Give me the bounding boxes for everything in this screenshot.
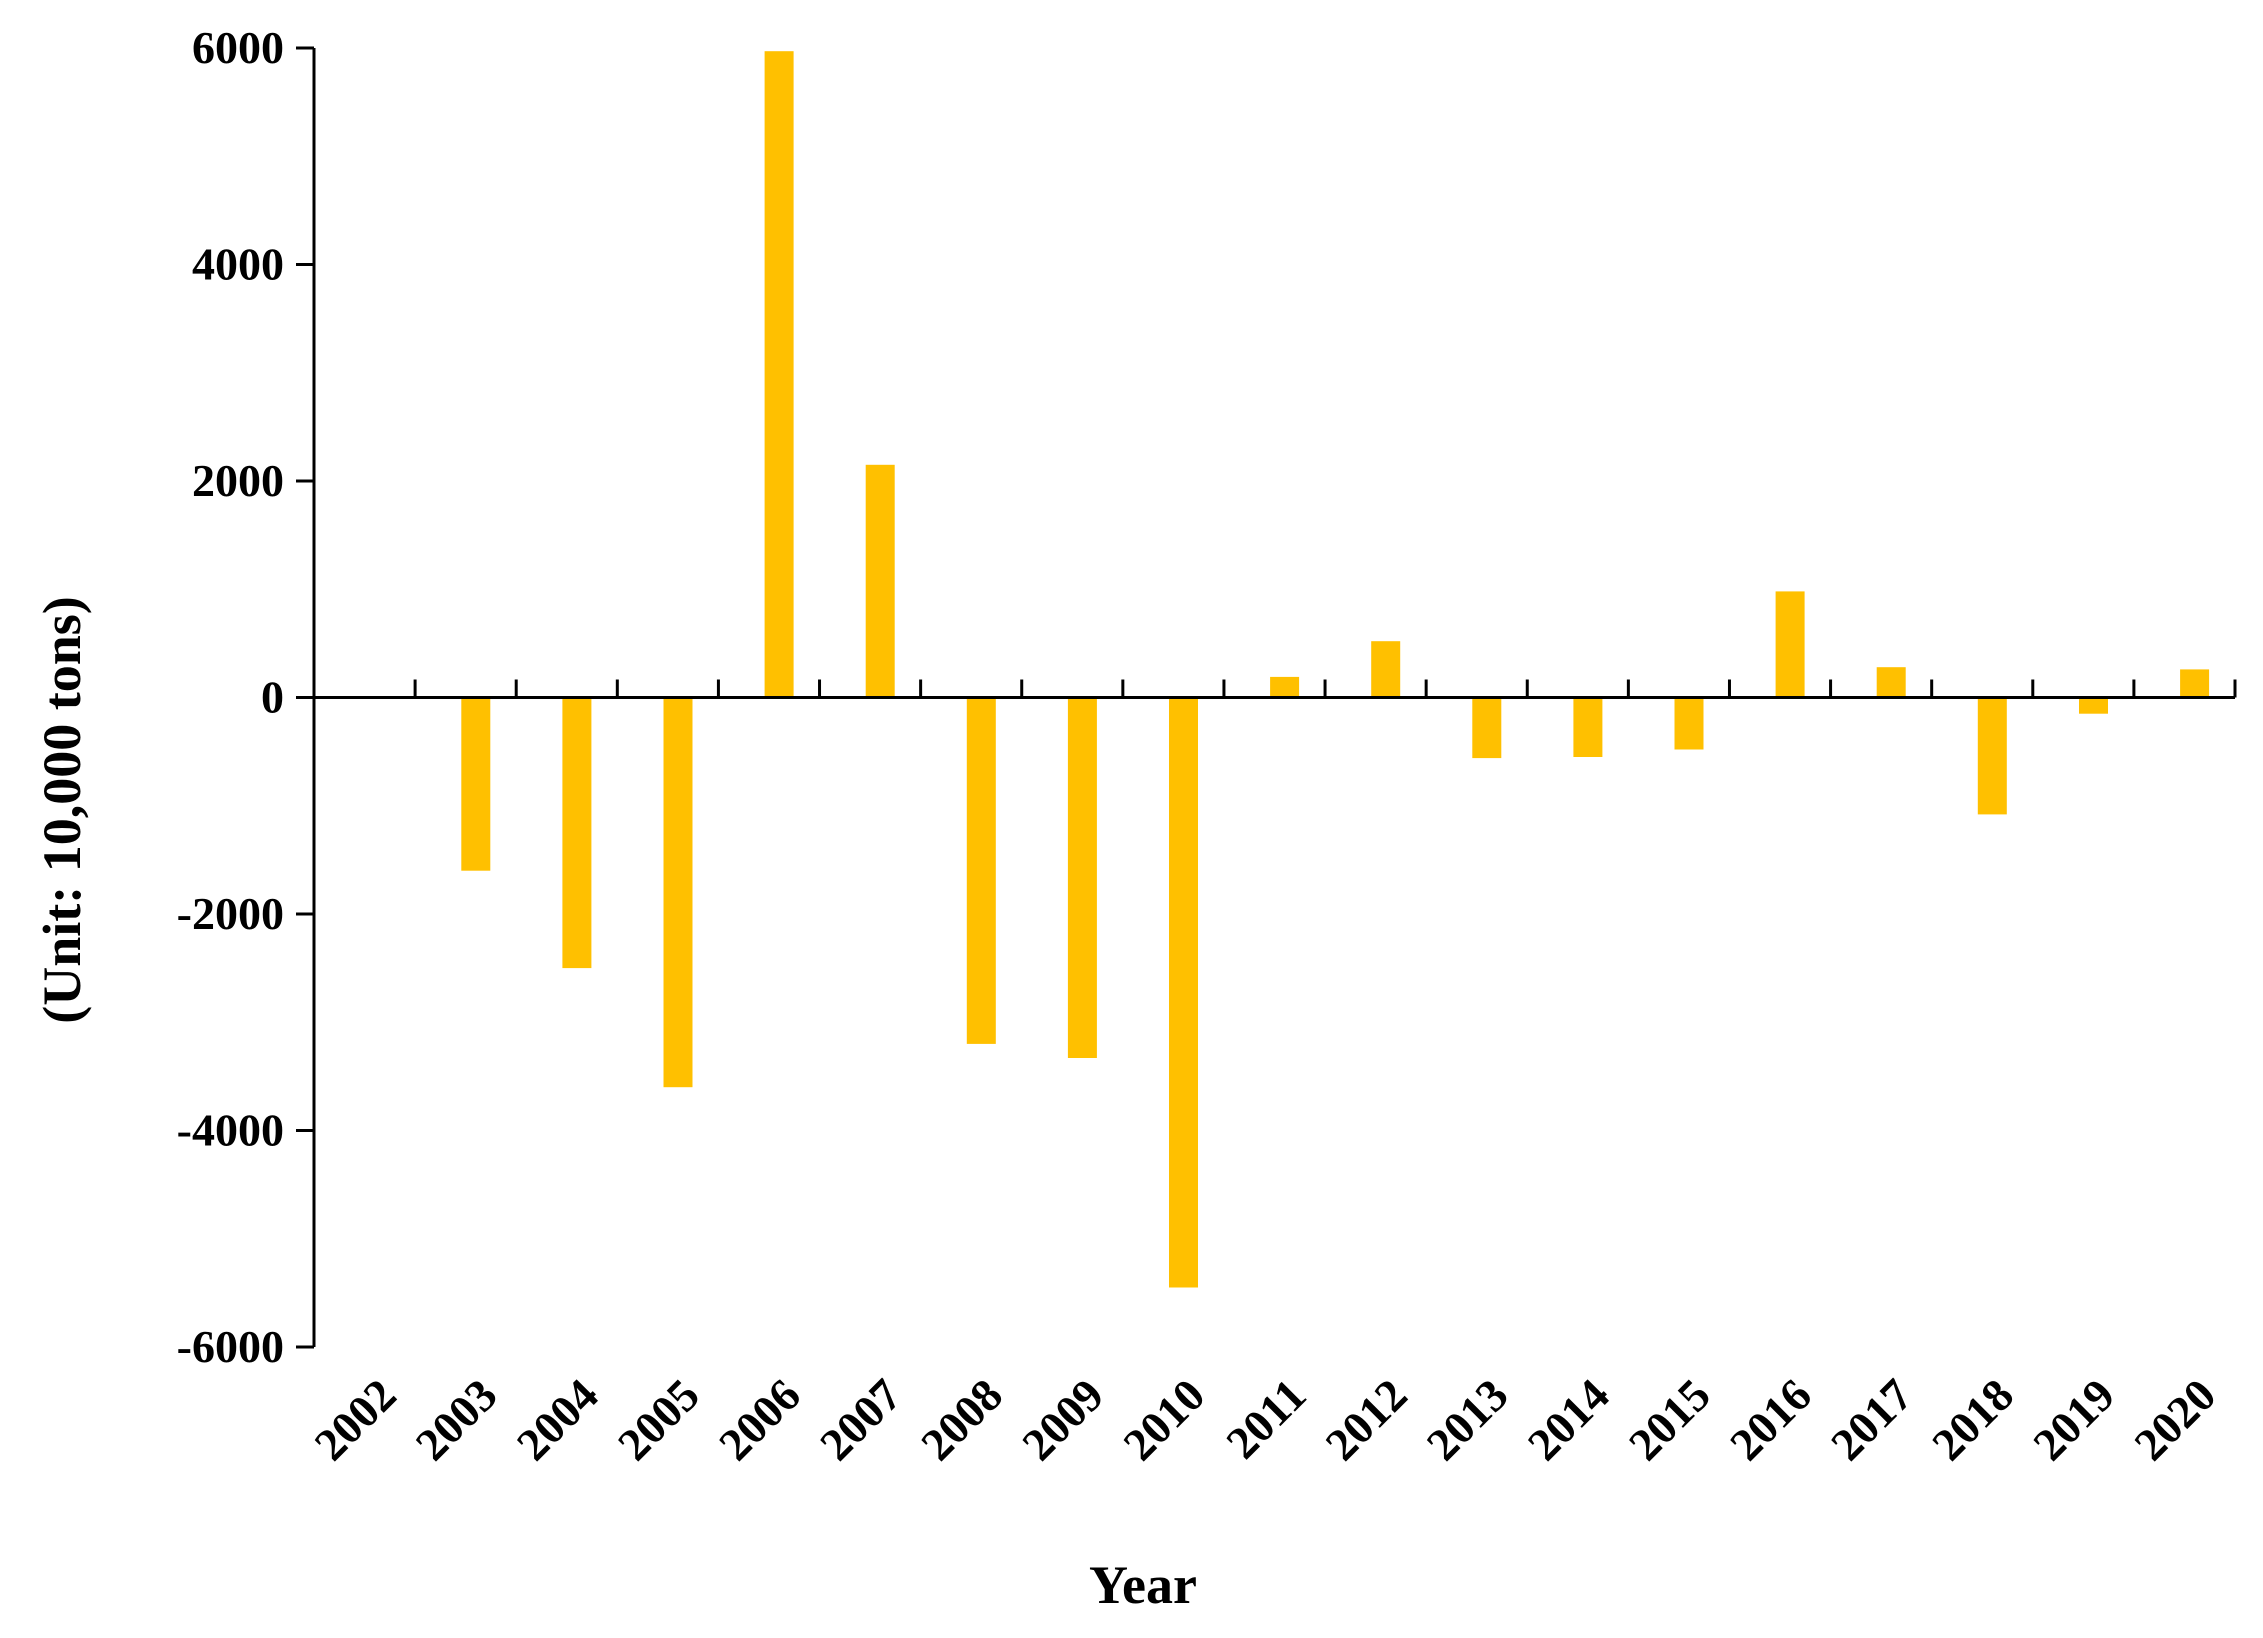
y-tick-label: 0 [261,672,284,723]
bar-2016 [1775,591,1805,698]
x-tick-label: 2017 [1821,1369,1922,1470]
bars-layer [461,51,2210,1288]
bar-2017 [1876,667,1906,698]
bar-2010 [1169,697,1198,1288]
y-tick-label: 2000 [192,455,284,506]
y-tick-label: -4000 [177,1105,284,1156]
bar-2015 [1674,697,1704,750]
bar-2018 [1977,697,2007,815]
x-tick-label: 2014 [1518,1369,1619,1470]
x-tick-label: 2003 [406,1369,507,1470]
x-tick-label: 2004 [507,1369,608,1470]
x-tick-label: 2016 [1720,1369,1821,1470]
x-tick-label: 2006 [709,1369,810,1470]
x-tick-label: 2020 [2124,1369,2225,1470]
bar-2004 [562,697,592,969]
bar-2009 [1067,697,1097,1058]
bar-2011 [1270,676,1300,698]
y-tick-label: -6000 [177,1321,284,1372]
y-tick-label: 4000 [192,239,284,290]
axes-layer [296,46,2237,1349]
x-tick-label: 2005 [608,1369,709,1470]
bar-2013 [1472,697,1502,759]
bar-2005 [663,697,693,1088]
x-tick-label: 2013 [1417,1369,1518,1470]
x-tick-label: 2019 [2023,1369,2124,1470]
bar-2012 [1371,641,1401,698]
y-tick-label: 6000 [192,22,284,73]
x-tick-label: 2012 [1316,1369,1417,1470]
y-axis-title: (Unit: 10,000 tons) [32,596,92,1024]
x-tick-label: 2002 [305,1369,406,1470]
bar-2014 [1573,697,1603,757]
bar-2008 [966,697,996,1044]
bar-2020 [2180,669,2210,698]
x-tick-label: 2011 [1216,1369,1315,1468]
x-tick-label: 2008 [911,1369,1012,1470]
bar-2003 [461,697,491,871]
x-tick-label: 2007 [810,1369,911,1470]
x-tick-label: 2010 [1113,1369,1214,1470]
x-tick-label: 2015 [1619,1369,1720,1470]
bar-2019 [2079,697,2108,714]
x-tick-label: 2018 [1922,1369,2023,1470]
x-axis-title: Year [1089,1555,1197,1615]
bar-2007 [865,464,895,698]
bar-2006 [764,51,794,698]
x-tick-label: 2009 [1012,1369,1113,1470]
y-tick-label: -2000 [177,888,284,939]
